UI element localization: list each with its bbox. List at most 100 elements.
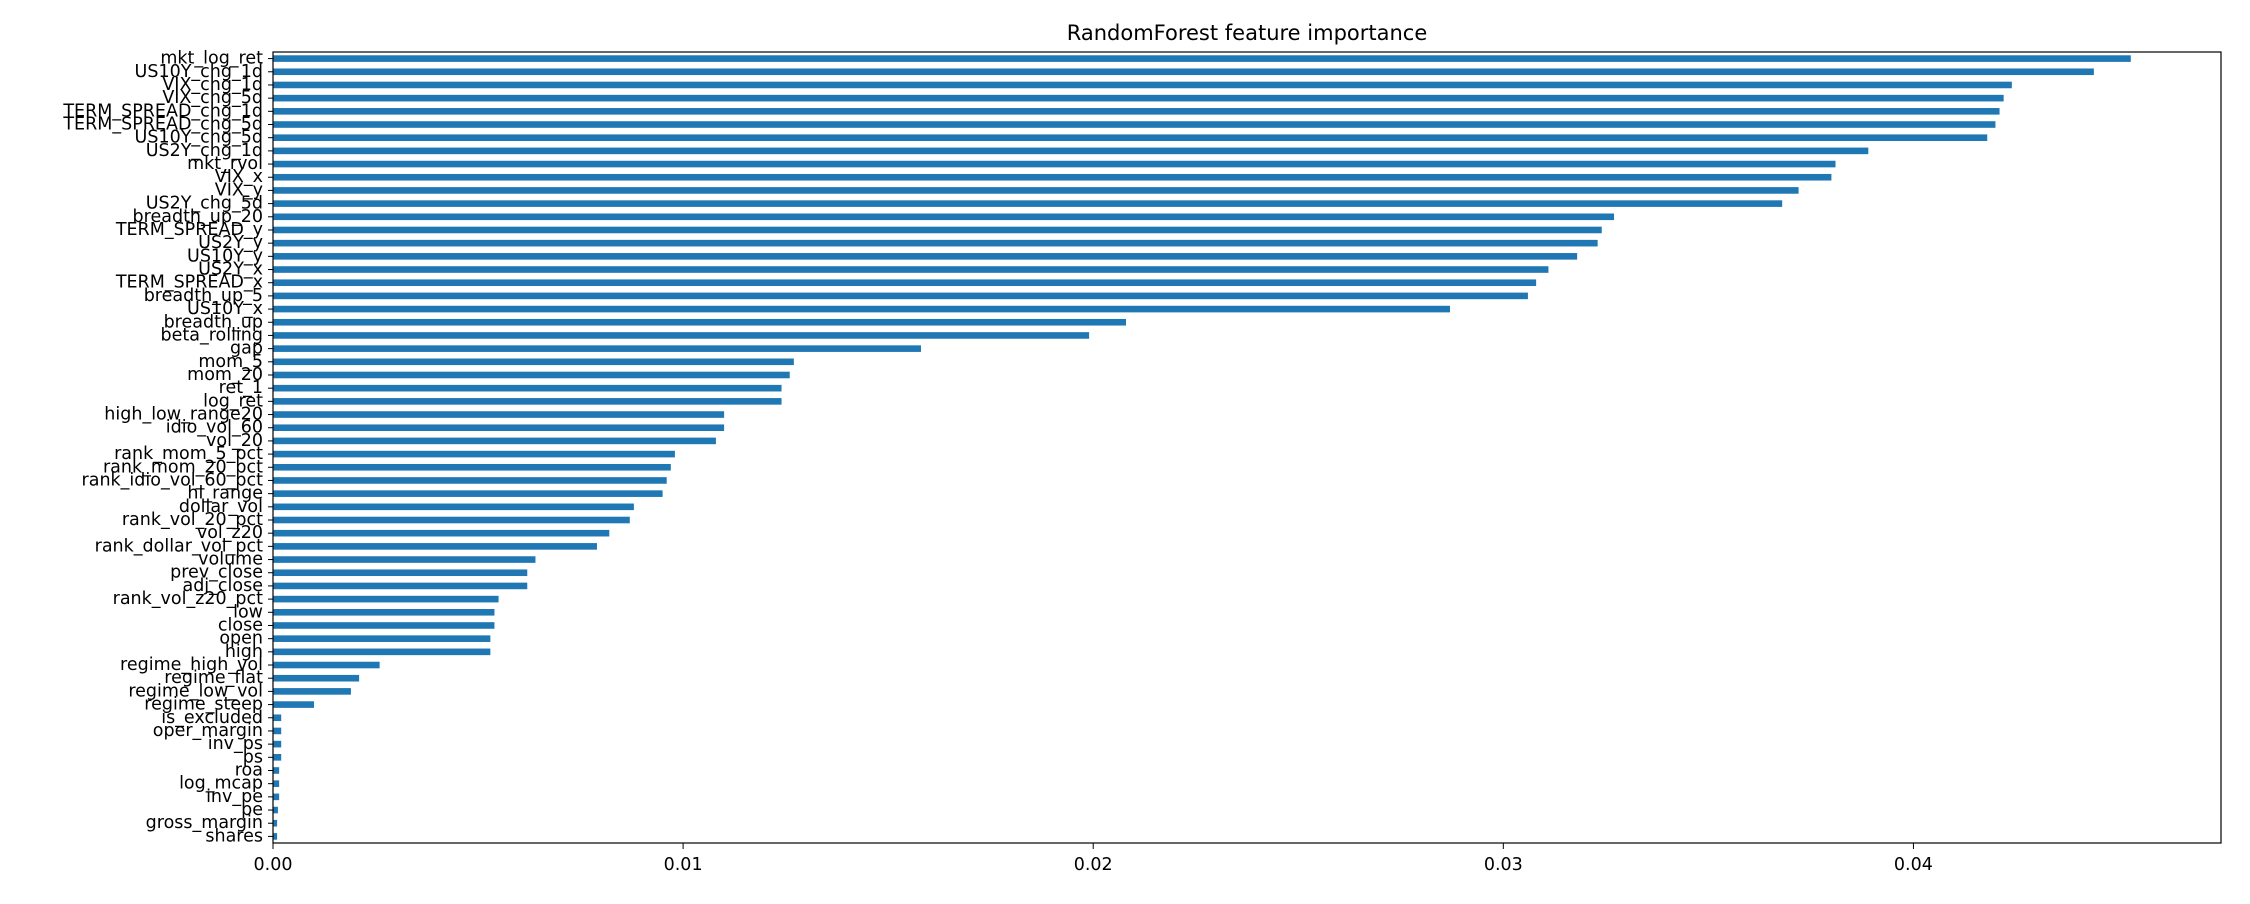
bar-shares	[273, 833, 278, 840]
bar-gross_margin	[273, 819, 278, 827]
bar-VIX_y	[273, 187, 1799, 194]
y-tick-label: US2Y_chg_1d	[146, 141, 263, 161]
bar-mkt_rvol	[273, 160, 1836, 168]
y-tick-label: US2Y_chg_5d	[146, 194, 263, 214]
y-tick-label: breadth_up_5	[144, 286, 263, 306]
bar-rank_vol_20_pct	[273, 516, 630, 524]
y-tick-label: rank_vol_z20_pct	[113, 589, 264, 609]
bar-regime_flat	[273, 674, 360, 682]
bar-TERM_SPREAD_x	[273, 279, 1537, 287]
y-tick-label: TERM_SPREAD_chg_1d	[62, 101, 263, 121]
y-tick-label: high_low_range20	[104, 405, 263, 425]
bar-TERM_SPREAD_y	[273, 226, 1602, 234]
bar-mom_5	[273, 358, 794, 366]
y-tick-label: log_mcap	[179, 774, 263, 794]
bar-vol_20	[273, 437, 716, 445]
y-tick-label: inv_ps	[208, 734, 263, 754]
bar-log_mcap	[273, 780, 280, 787]
y-tick-label: TERM_SPREAD_y	[115, 220, 263, 240]
bar-VIX_chg_1d	[273, 81, 2012, 89]
y-tick-label: VIX_x	[215, 167, 263, 187]
bar-US10Y_chg_1d	[273, 68, 2094, 76]
y-tick-label: TERM_SPREAD_x	[115, 273, 263, 293]
y-tick-label: TERM_SPREAD_chg_5d	[62, 115, 263, 135]
bar-rank_mom_5_pct	[273, 450, 675, 458]
bar-US10Y_y	[273, 253, 1578, 260]
y-tick-label: regime_low_vol	[128, 681, 263, 701]
y-tick-label: mkt_log_ret	[160, 49, 263, 69]
y-tick-label: mom_5	[198, 352, 263, 372]
y-axis: mkt_log_retUS10Y_chg_1dVIX_chg_1dVIX_chg…	[62, 49, 273, 846]
bar-inv_pe	[273, 793, 280, 801]
bar-vol_z20	[273, 529, 610, 537]
y-tick-label: mom_20	[187, 365, 263, 385]
y-tick-label: low	[233, 602, 263, 622]
y-tick-label: oper_margin	[153, 721, 263, 741]
y-tick-label: regime_flat	[164, 668, 263, 688]
bar-oper_margin	[273, 727, 282, 735]
y-tick-label: breadth_up_20	[133, 207, 263, 227]
bar-roa	[273, 767, 280, 774]
bar-high	[273, 648, 491, 656]
y-tick-label: pe	[241, 800, 263, 820]
y-tick-label: US2Y_y	[198, 233, 263, 253]
bar-VIX_x	[273, 173, 1832, 181]
bar-US2Y_chg_5d	[273, 200, 1783, 207]
chart-title: RandomForest feature importance	[1067, 21, 1428, 45]
bar-rank_mom_20_pct	[273, 463, 671, 471]
x-tick-label: 0.04	[1894, 855, 1933, 875]
bar-close	[273, 622, 495, 629]
y-tick-label: mkt_rvol	[187, 154, 263, 174]
bar-rank_dollar_vol_pct	[273, 543, 597, 550]
bar-US2Y_y	[273, 239, 1598, 247]
y-tick-label: volume	[198, 550, 263, 570]
bar-dollar_vol	[273, 503, 634, 511]
y-tick-label: rank_mom_20_pct	[103, 457, 263, 477]
bar-mom_20	[273, 371, 790, 379]
bar-low	[273, 608, 495, 616]
bar-rank_idio_vol_60_pct	[273, 477, 667, 484]
bar-mkt_log_ret	[273, 55, 2131, 62]
bar-TERM_SPREAD_chg_1d	[273, 108, 2000, 115]
x-axis: 0.00 0.01 0.02 0.03 0.04	[254, 843, 1933, 875]
bar-hl_range	[273, 490, 663, 497]
bar-beta_rolling	[273, 332, 1090, 339]
y-tick-label: US10Y_chg_5d	[135, 128, 263, 148]
y-tick-label: VIX_chg_1d	[162, 75, 263, 95]
bar-rank_vol_z20_pct	[273, 595, 499, 603]
bar-high_low_range20	[273, 411, 725, 418]
bar-log_ret	[273, 398, 782, 405]
bar-regime_high_vol	[273, 661, 380, 669]
y-tick-label: ps	[243, 747, 263, 767]
y-tick-label: regime_steep	[144, 695, 263, 715]
bar-regime_low_vol	[273, 688, 351, 695]
y-tick-label: beta_rolling	[160, 325, 263, 345]
bar-gap	[273, 345, 921, 352]
bar-volume	[273, 556, 536, 563]
y-tick-label: is_excluded	[161, 708, 263, 728]
y-tick-label: adj_close	[182, 576, 263, 596]
y-tick-label: hl_range	[187, 484, 263, 504]
bar-regime_steep	[273, 701, 315, 708]
y-tick-label: gross_margin	[146, 813, 263, 833]
bar-breadth_up_5	[273, 292, 1528, 300]
y-tick-label: breadth_up	[164, 312, 263, 332]
y-tick-label: rank_mom_5_pct	[114, 444, 263, 464]
y-tick-label: rank_vol_20_pct	[122, 510, 263, 530]
y-tick-label: vol_z20	[197, 523, 263, 543]
y-tick-label: dollar_vol	[179, 497, 263, 517]
y-tick-label: log_ret	[203, 391, 263, 411]
bar-breadth_up	[273, 318, 1127, 326]
y-tick-label: roa	[235, 760, 263, 780]
x-tick-label: 0.01	[664, 855, 703, 875]
bar-ret_1	[273, 384, 782, 392]
bar-pe	[273, 806, 278, 814]
x-tick-label: 0.02	[1074, 855, 1113, 875]
bar-breadth_up_20	[273, 213, 1615, 221]
y-tick-label: rank_idio_vol_60_pct	[82, 470, 264, 490]
bar-idio_vol_60	[273, 424, 725, 432]
bars-layer	[273, 55, 2131, 840]
bar-prev_close	[273, 569, 528, 577]
